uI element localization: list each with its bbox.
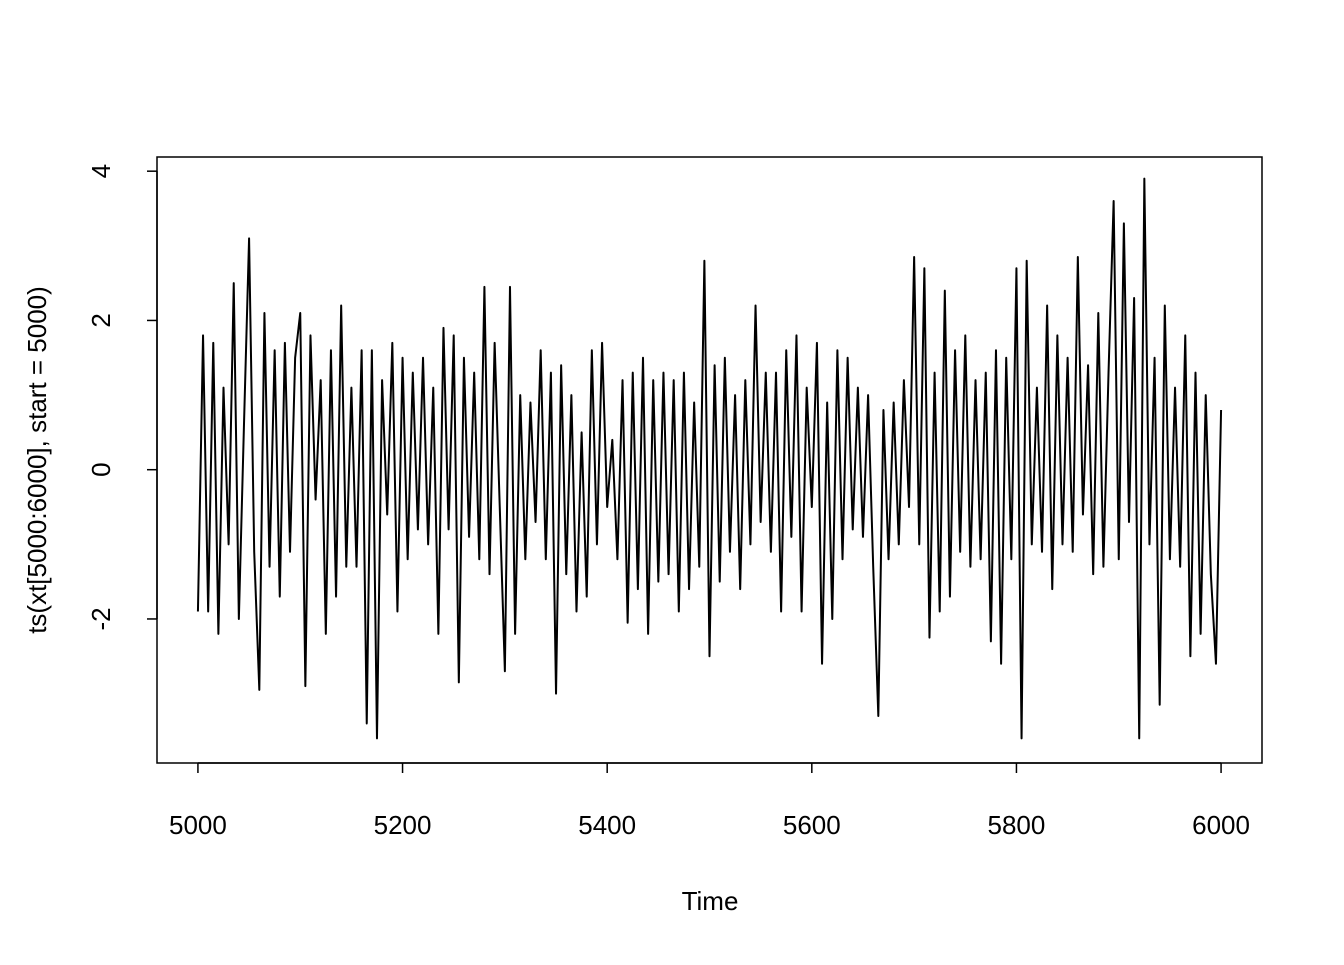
x-axis-title: Time (682, 886, 739, 916)
x-tick-label: 5600 (783, 810, 841, 840)
y-tick-label: 2 (86, 313, 116, 327)
x-tick-label: 5400 (578, 810, 636, 840)
x-tick-label: 6000 (1192, 810, 1250, 840)
y-tick-label: 0 (86, 462, 116, 476)
series-line (196, 177, 1223, 740)
y-tick-label: 4 (86, 164, 116, 178)
x-tick-label: 5000 (169, 810, 227, 840)
x-tick-label: 5200 (374, 810, 432, 840)
x-tick-label: 5800 (988, 810, 1046, 840)
y-axis-title: ts(xt[5000:6000], start = 5000) (22, 286, 52, 634)
y-tick-label: -2 (86, 607, 116, 630)
